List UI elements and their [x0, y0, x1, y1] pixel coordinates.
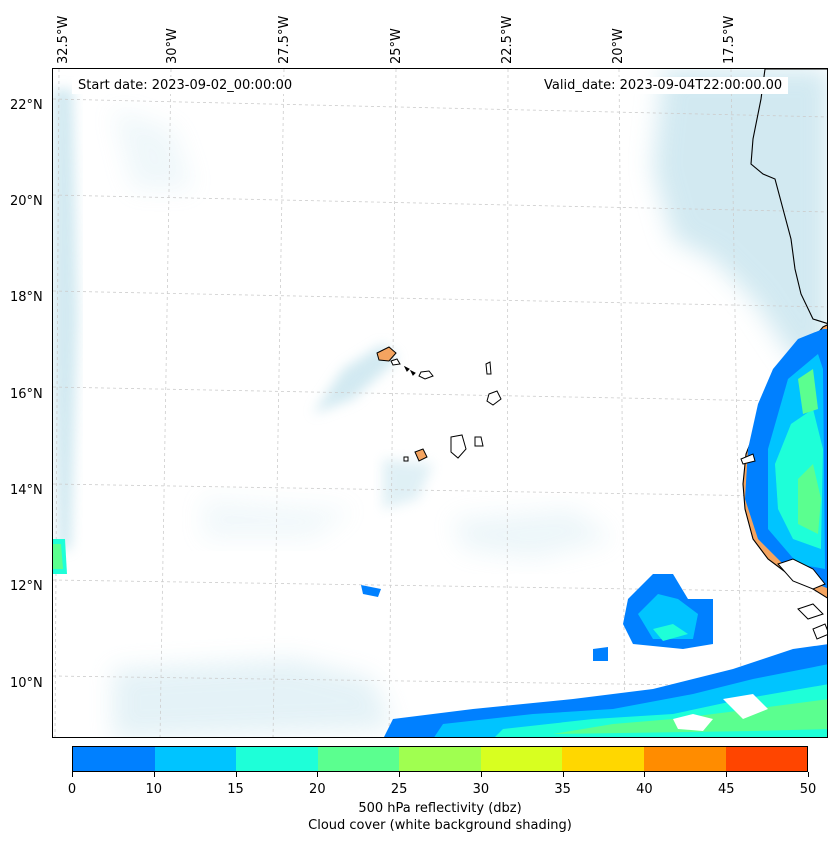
west-africa-coast-south — [740, 453, 827, 640]
colorbar-tick-mark — [317, 772, 319, 777]
colorbar-segment — [154, 747, 237, 771]
lon-label-17-5w: 17.5°W — [722, 15, 737, 64]
lon-label-30w: 30°W — [165, 28, 180, 64]
colorbar-tick-label: 20 — [309, 782, 326, 797]
map-panel[interactable] — [52, 68, 828, 738]
colorbar-tick-label: 50 — [799, 782, 817, 797]
graticule — [53, 69, 827, 737]
lon-label-32-5w: 32.5°W — [56, 15, 71, 64]
cape-verde-islands — [376, 346, 502, 462]
colorbar-tick-label: 10 — [145, 782, 163, 797]
colorbar-segment — [643, 747, 726, 771]
lat-label-12n: 12°N — [10, 579, 43, 594]
lat-label-16n: 16°N — [10, 387, 43, 402]
lat-label-22n: 22°N — [10, 98, 43, 113]
lat-label-14n: 14°N — [10, 483, 43, 498]
colorbar-tick-label: 35 — [554, 782, 571, 797]
start-date-label: Start date: 2023-09-02_00:00:00 — [72, 77, 299, 94]
map-canvas — [53, 69, 827, 737]
colorbar-segment — [399, 747, 481, 771]
colorbar-segment — [562, 747, 644, 771]
colorbar-tick-mark — [399, 772, 401, 777]
lat-label-18n: 18°N — [10, 290, 43, 305]
colorbar-segment — [725, 747, 808, 771]
reflectivity-layer — [53, 329, 827, 737]
africa-coast-upper — [750, 69, 827, 324]
lon-label-20w: 20°W — [611, 28, 626, 64]
colorbar-tick-mark — [726, 772, 728, 777]
cloud-cover-layer — [53, 69, 827, 737]
colorbar-tick-mark — [72, 772, 73, 777]
colorbar-segment — [317, 747, 400, 771]
colorbar-tick-mark — [235, 772, 237, 777]
colorbar-tick-label: 30 — [472, 782, 490, 797]
colorbar-tick-mark — [562, 772, 564, 777]
colorbar-tick-mark — [808, 772, 809, 777]
colorbar-tick-mark — [153, 772, 155, 777]
lon-label-22-5w: 22.5°W — [500, 15, 515, 64]
colorbar-segment — [236, 747, 318, 771]
colorbar — [72, 746, 808, 772]
colorbar-segment — [73, 747, 155, 771]
lat-label-10n: 10°N — [10, 676, 43, 691]
colorbar-tick-label: 15 — [227, 782, 244, 797]
lat-label-20n: 20°N — [10, 194, 43, 209]
colorbar-tick-mark — [480, 772, 482, 777]
colorbar-label: 500 hPa reflectivity (dbz) — [358, 801, 522, 816]
lon-label-25w: 25°W — [389, 28, 404, 64]
lon-label-27-5w: 27.5°W — [277, 15, 292, 64]
colorbar-tick-mark — [644, 772, 646, 777]
colorbar-tick-label: 45 — [717, 782, 735, 797]
colorbar-sublabel: Cloud cover (white background shading) — [308, 818, 572, 833]
valid-date-label: Valid_date: 2023-09-04T22:00:00.00 — [538, 77, 789, 94]
colorbar-tick-label: 40 — [636, 782, 653, 797]
colorbar-segment — [480, 747, 563, 771]
colorbar-tick-label: 0 — [67, 782, 77, 797]
colorbar-tick-label: 25 — [390, 782, 408, 797]
